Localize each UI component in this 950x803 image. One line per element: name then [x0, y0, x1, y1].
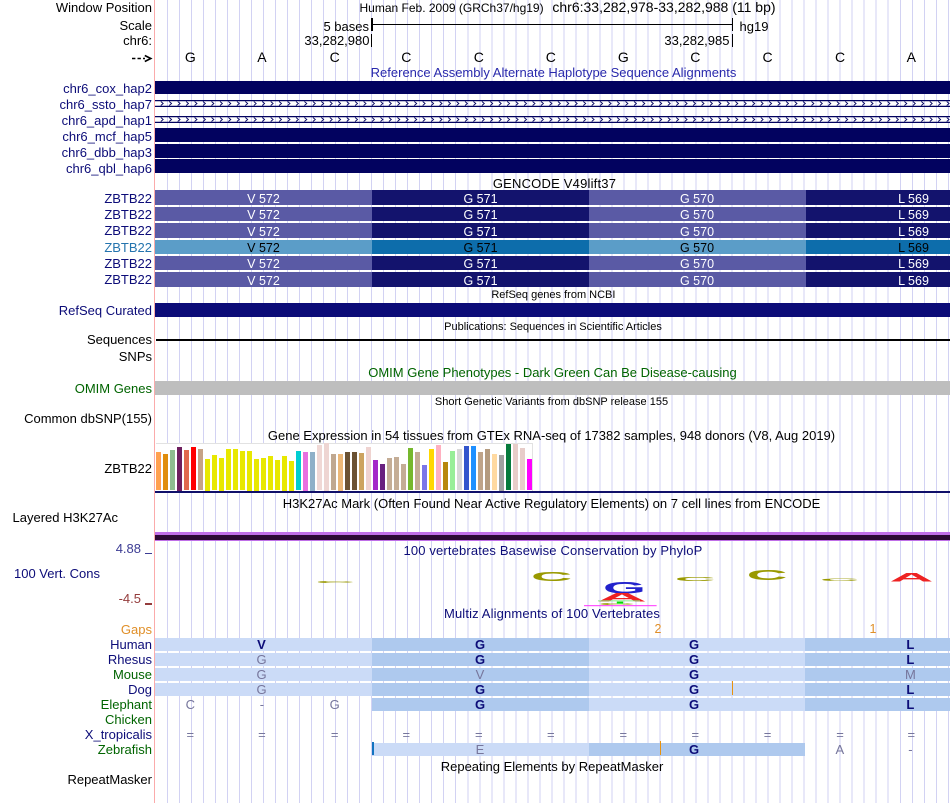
svg-text:C: C — [747, 567, 788, 583]
svg-text:C: C — [599, 602, 636, 605]
svg-text:C: C — [316, 581, 355, 584]
svg-text:A: A — [890, 571, 934, 585]
svg-text:C: C — [820, 578, 859, 582]
svg-text:C: C — [675, 576, 716, 582]
svg-text:C: C — [531, 569, 572, 584]
svg-text:G: G — [603, 578, 646, 597]
